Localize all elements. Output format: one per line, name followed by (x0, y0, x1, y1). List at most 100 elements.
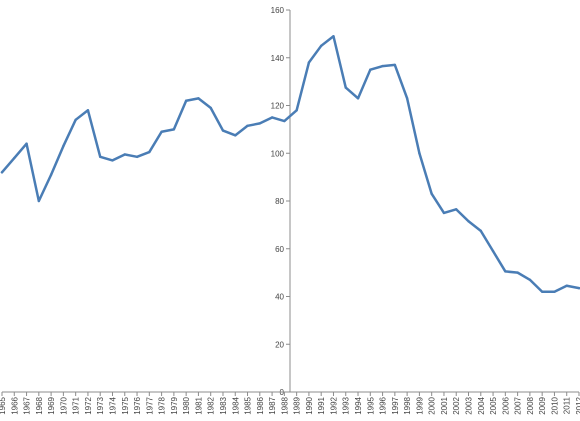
data-point (565, 284, 568, 287)
x-tick-label: 2002 (452, 396, 461, 414)
x-tick-label: 2011 (563, 396, 572, 414)
data-point (344, 86, 347, 89)
data-point (479, 229, 482, 233)
data-point (197, 97, 200, 100)
data-point (74, 118, 77, 122)
data-point (184, 99, 188, 102)
x-tick-label: 1987 (268, 396, 277, 414)
data-point (86, 109, 90, 112)
x-tick-label: 1975 (121, 396, 130, 414)
x-tick-label: 1972 (84, 396, 93, 414)
data-point (37, 199, 41, 203)
x-tick-label: 1986 (256, 396, 265, 414)
data-point (283, 119, 286, 123)
data-point (258, 122, 262, 125)
y-tick-label: 20 (275, 340, 284, 349)
x-tick-label: 1992 (329, 396, 338, 414)
y-tick-label: 120 (271, 102, 285, 111)
x-tick-label: 2012 (575, 396, 580, 414)
x-tick-label: 2003 (465, 396, 474, 414)
data-point (0, 171, 4, 174)
data-point (234, 134, 237, 137)
data-point (135, 155, 139, 159)
data-point (111, 159, 114, 162)
data-point (504, 270, 507, 273)
y-tick-label: 100 (271, 149, 285, 158)
x-tick-label: 1997 (391, 396, 400, 414)
x-tick-label: 1977 (145, 396, 154, 414)
data-point (49, 173, 53, 176)
data-point (540, 290, 544, 293)
data-point (430, 192, 433, 196)
x-tick-label: 1991 (317, 396, 326, 414)
y-tick-label: 80 (275, 197, 284, 206)
x-tick-label: 1998 (403, 396, 412, 414)
data-point (295, 109, 298, 112)
x-tick-label: 2000 (428, 396, 437, 414)
data-point (246, 124, 249, 127)
y-tick-label: 160 (271, 6, 285, 15)
x-tick-label: 2010 (550, 396, 559, 414)
x-tick-label: 1989 (293, 396, 302, 414)
x-tick-label: 1978 (158, 396, 167, 414)
data-point (307, 61, 311, 64)
data-point (577, 286, 580, 290)
x-tick-label: 2008 (526, 396, 535, 414)
x-tick-label: 1980 (182, 396, 191, 414)
data-point (13, 156, 16, 160)
data-point (455, 208, 458, 211)
data-point (270, 116, 274, 119)
x-tick-label: 1970 (59, 396, 68, 414)
data-point (221, 129, 225, 132)
data-point (62, 144, 65, 148)
x-axis: 1965 1966 1967 1968 1969 1970 1971 1972 1973 1974… (0, 391, 580, 415)
x-tick-label: 1966 (10, 396, 19, 414)
data-point (491, 249, 495, 253)
x-tick-label: 1974 (108, 396, 117, 414)
data-point (332, 35, 335, 38)
x-tick-label: 2004 (477, 396, 486, 414)
data-point (160, 130, 163, 133)
x-tick-label: 1993 (342, 396, 351, 414)
x-tick-label: 1983 (219, 396, 228, 414)
x-tick-label: 1999 (415, 396, 424, 414)
data-point (172, 128, 176, 131)
series-line (0, 35, 580, 293)
y-axis: 020406080100120140160 (271, 6, 291, 397)
x-tick-label: 1994 (354, 396, 363, 414)
data-point (148, 150, 151, 154)
x-tick-label: 1973 (96, 396, 105, 414)
data-point (393, 63, 397, 67)
x-tick-label: 1990 (305, 396, 314, 414)
x-tick-label: 1982 (207, 396, 216, 414)
data-point (467, 220, 470, 223)
data-point (516, 271, 519, 274)
x-tick-label: 2006 (501, 396, 510, 414)
x-tick-label: 1967 (23, 396, 32, 414)
x-tick-label: 1981 (194, 396, 203, 414)
data-point (369, 68, 372, 71)
series-layer (0, 35, 580, 293)
x-tick-label: 1971 (72, 396, 81, 414)
data-point (123, 153, 126, 156)
y-tick-label: 60 (275, 245, 284, 254)
data-point (418, 152, 421, 155)
x-tick-label: 2007 (514, 396, 523, 414)
data-point (99, 155, 102, 159)
y-tick-label: 140 (271, 54, 285, 63)
data-point (405, 97, 409, 100)
x-tick-label: 1979 (170, 396, 179, 414)
data-point (356, 97, 360, 100)
data-point (25, 142, 28, 145)
x-tick-label: 2009 (538, 396, 547, 414)
data-point (381, 64, 384, 68)
data-point (442, 211, 446, 215)
x-tick-label: 1995 (366, 396, 375, 414)
x-tick-label: 1976 (133, 396, 142, 414)
data-point (319, 44, 323, 48)
data-point (528, 278, 532, 281)
data-point (209, 106, 212, 110)
x-tick-label: 1985 (244, 396, 253, 414)
x-tick-label: 1996 (379, 396, 388, 414)
